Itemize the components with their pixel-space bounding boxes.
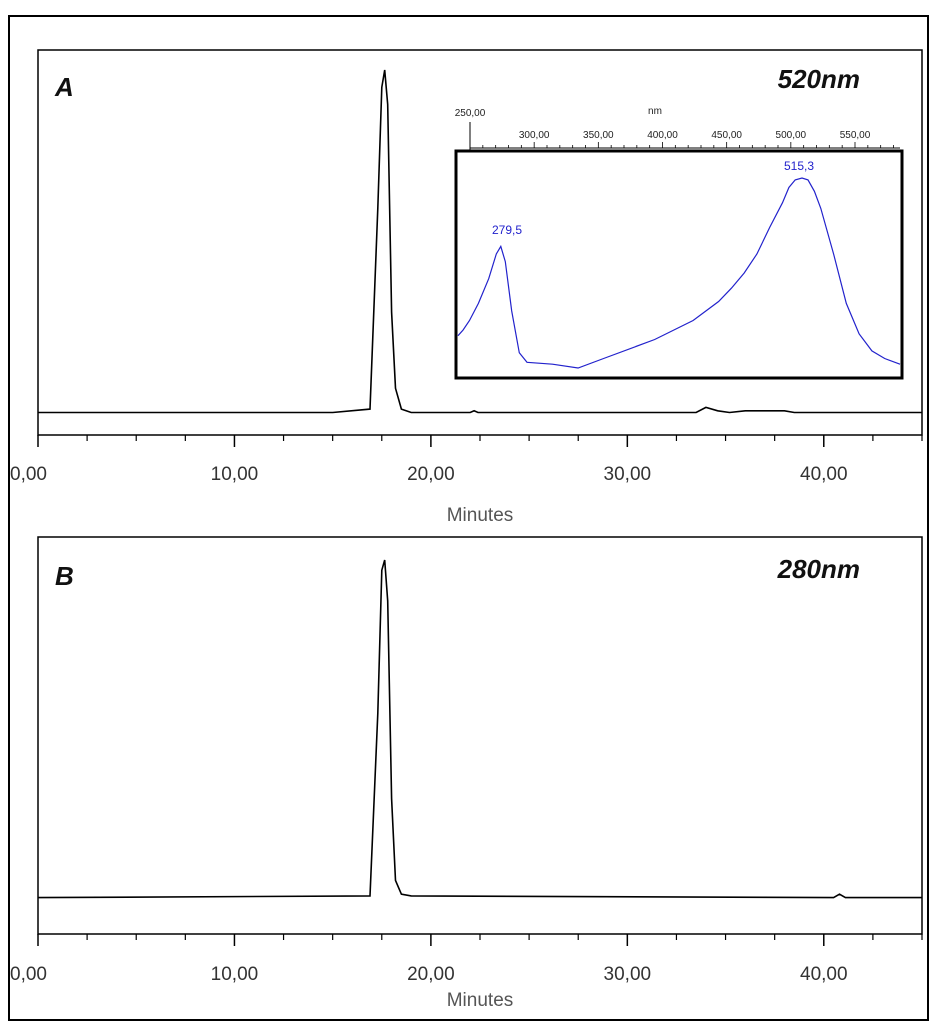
panel-a-x-tick-label: 20,00 (407, 464, 455, 485)
panel-b-x-axis-label: Minutes (447, 990, 514, 1011)
panel-a-trace (38, 69, 922, 414)
inset-frame (454, 149, 904, 380)
inset-x-tick-label: 550,00 (840, 130, 871, 141)
inset-x-tick-label: 450,00 (711, 130, 742, 141)
panel-a-letter: A (54, 72, 74, 102)
panel-b-wavelength-label: 280nm (777, 554, 860, 584)
panel-b-x-tick-label: 20,00 (407, 964, 455, 985)
inset-x-axis: 250,00 300,00 350,00 400,00 450,00 500,00 550,… (455, 108, 900, 151)
panel-b: B 280nm 0,00 10,00 20,00 30,00 40,00 Minutes (10, 536, 923, 1011)
inset-peak-label-1: 279,5 (492, 223, 522, 237)
panel-b-x-tick-label: 0,00 (10, 964, 47, 985)
inset-x-axis-label: nm (648, 106, 662, 117)
panel-a: A 520nm 0,00 10,00 20,00 30,00 40,00 Minutes… (10, 49, 923, 526)
panel-a-x-tick-label: 30,00 (604, 464, 652, 485)
inset-x-tick-label: 350,00 (583, 130, 614, 141)
panel-b-x-tick-label: 40,00 (800, 964, 848, 985)
panel-b-plot-box (37, 536, 923, 935)
inset-peak-label-2: 515,3 (784, 159, 814, 173)
inset-spectrum-trace (457, 177, 901, 369)
panel-a-x-axis: 0,00 10,00 20,00 30,00 40,00 (10, 435, 923, 485)
panel-b-x-axis: 0,00 10,00 20,00 30,00 40,00 (10, 934, 923, 985)
panel-a-wavelength-label: 520nm (778, 64, 860, 94)
outer-frame (8, 15, 929, 1021)
panel-a-inset-spectrum: 250,00 300,00 350,00 400,00 450,00 500,00 550,… (454, 106, 904, 380)
panel-a-x-tick-label: 10,00 (211, 464, 259, 485)
panel-b-x-tick-label: 30,00 (604, 964, 652, 985)
panel-a-x-tick-label: 0,00 (10, 464, 47, 485)
inset-x-tick-label: 500,00 (776, 130, 807, 141)
panel-a-x-axis-label: Minutes (447, 505, 514, 526)
panel-b-trace (37, 559, 922, 899)
inset-x-tick-label: 400,00 (647, 130, 678, 141)
panel-b-x-tick-label: 10,00 (211, 964, 259, 985)
inset-x-tick-label: 300,00 (519, 130, 550, 141)
panel-b-letter: B (55, 561, 74, 591)
inset-x-tick-label: 250,00 (455, 108, 486, 119)
panel-a-x-tick-label: 40,00 (800, 464, 848, 485)
